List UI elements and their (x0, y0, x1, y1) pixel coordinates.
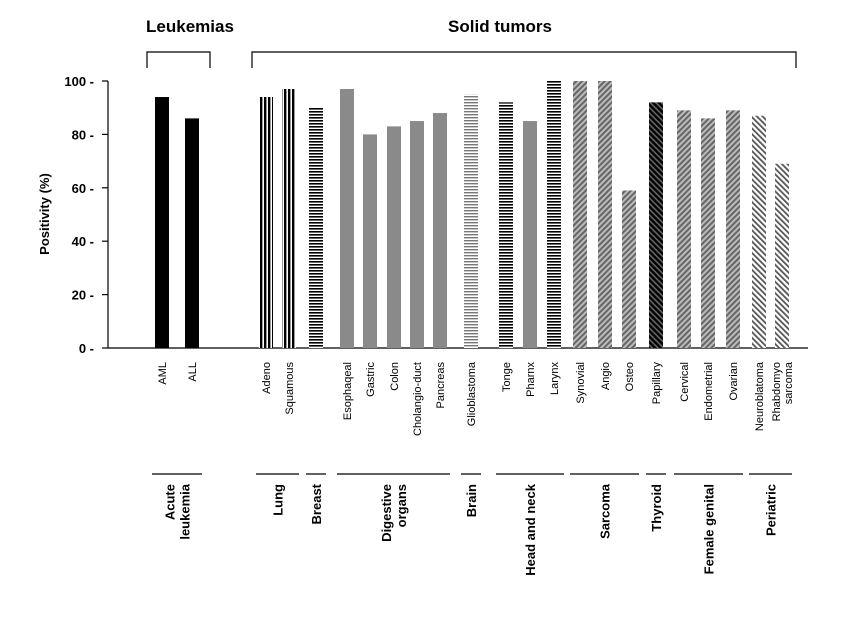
bar-pharnx (523, 121, 537, 348)
bar-osteo (622, 190, 636, 348)
category-label: Endometrial (703, 362, 715, 421)
y-tick-label: 20 - (72, 288, 94, 303)
bar-adeno (259, 97, 273, 349)
section-title-solid-tumors: Solid tumors (448, 17, 552, 36)
y-tick-label: 40 - (72, 234, 94, 249)
group-label-thyroid: Thyroid (649, 484, 664, 532)
group-label-brain: Brain (464, 484, 479, 517)
y-tick-label: 100 - (64, 74, 94, 89)
category-label: Esophaqeal (342, 362, 354, 420)
category-label: Pancreas (435, 362, 447, 409)
category-label: Angio (600, 362, 612, 390)
y-axis-label: Positivity (%) (37, 173, 52, 255)
group-label-acute-leukemia: Acuteleukemia (163, 483, 193, 539)
group-label-lung: Lung (271, 484, 286, 516)
category-labels: AML ALL Adeno Squamous Esophaqeal Gastric Colo… (157, 361, 795, 436)
category-label: Synovial (575, 362, 587, 404)
bar-glioblastoma (464, 94, 478, 348)
category-label: Cholangio-duct (412, 362, 424, 436)
y-axis-ticks: 0 - 20 - 40 - 60 - 80 - 100 - (64, 74, 108, 356)
category-label: Ovarian (728, 362, 740, 401)
y-tick-label: 60 - (72, 181, 94, 196)
bar-ovarian (726, 110, 740, 349)
bar-larynx (547, 81, 561, 348)
category-label: Larynx (549, 362, 561, 396)
category-label: Papillary (651, 362, 663, 405)
y-tick-label: 80 - (72, 127, 94, 142)
category-label: AML (157, 362, 169, 385)
section-title-leukemias: Leukemias (146, 17, 234, 36)
category-label: Glioblastoma (466, 361, 478, 426)
group-label-periatric: Periatric (764, 484, 779, 536)
bar-endometrial (701, 118, 715, 348)
bar-tonge (499, 102, 513, 348)
bar-cervical (677, 110, 691, 349)
category-label: Pharnx (525, 362, 537, 397)
bar-colon (387, 126, 401, 348)
category-label: Colon (389, 362, 401, 391)
bar-papillary (649, 102, 663, 348)
bar-angio (598, 81, 612, 348)
category-label: Gastric (365, 362, 377, 397)
bars (155, 81, 789, 349)
category-label: Cervical (679, 362, 691, 402)
category-label: Rhabdomyosarcoma (771, 361, 795, 421)
group-label-breast: Breast (309, 483, 324, 524)
category-label: Osteo (624, 362, 636, 391)
group-label-female-genital: Female genital (702, 484, 717, 574)
bar-synovial (573, 81, 587, 348)
bar-neuroblatoma (752, 115, 766, 349)
bar-rhabdomyo-sarcoma (775, 163, 789, 348)
y-tick-label: 0 - (79, 341, 94, 356)
category-label: Squamous (284, 362, 296, 415)
group-label-head-and-neck: Head and neck (523, 483, 538, 576)
category-label: Neuroblatoma (754, 361, 766, 431)
bar-esophaqeal (340, 89, 354, 348)
bar-gastric (363, 134, 377, 348)
bar-pancreas (433, 113, 447, 348)
group-label-sarcoma: Sarcoma (598, 483, 613, 539)
category-label: Tonge (501, 362, 513, 392)
bar-cholangio-duct (410, 121, 424, 348)
group-label-digestive-organs: Digestiveorgans (379, 484, 409, 542)
category-label: ALL (187, 362, 199, 382)
bar-all (185, 118, 199, 348)
category-label: Adeno (261, 362, 273, 394)
section-bracket-solid-tumors (251, 51, 797, 68)
bar-aml (155, 97, 169, 349)
group-labels: Acuteleukemia Lung Breast Digestiveorgans Br… (152, 473, 792, 576)
section-bracket-leukemias (146, 51, 211, 68)
bar-item-4 (309, 107, 323, 348)
bar-squamous (282, 89, 296, 348)
